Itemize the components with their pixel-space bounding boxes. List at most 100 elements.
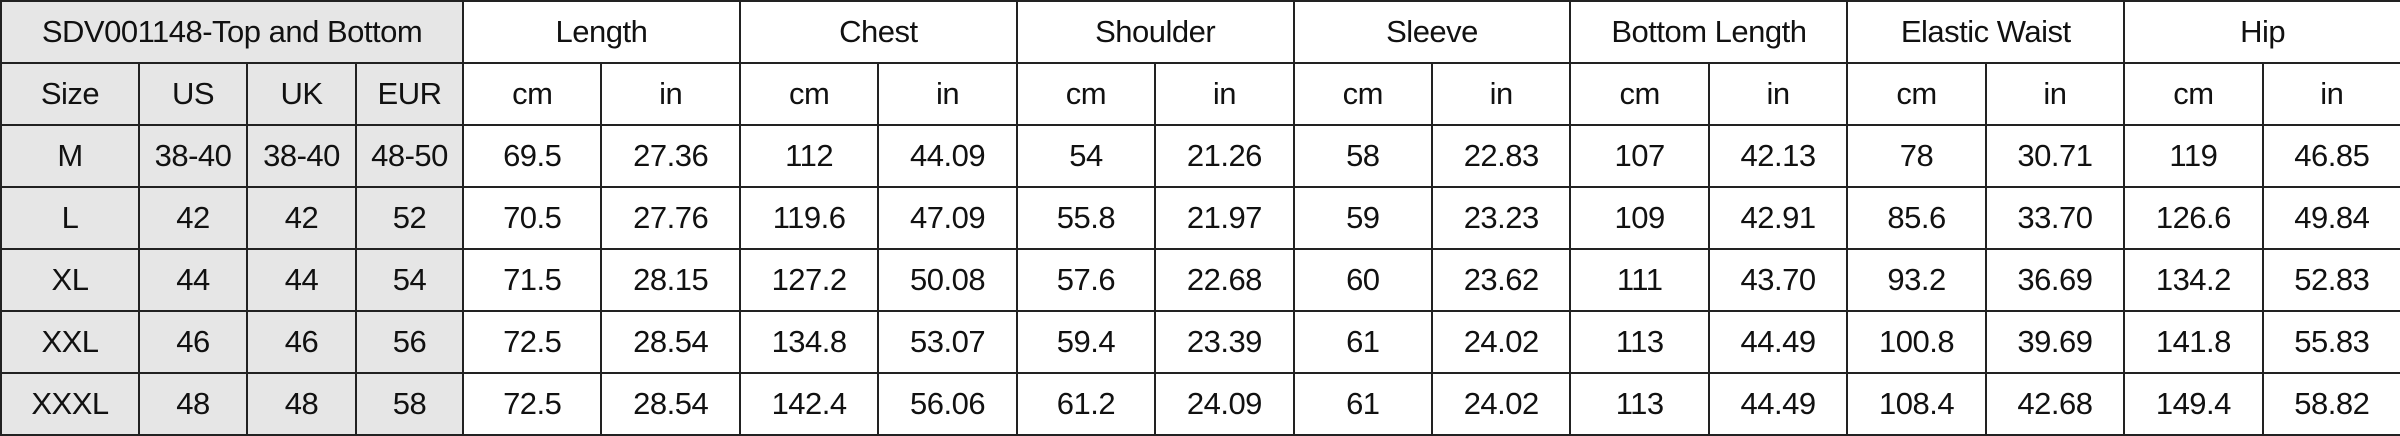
eur-size-cell: 56	[354, 310, 465, 374]
size-header: Size	[0, 62, 140, 126]
measurement-cell: 30.71	[1985, 124, 2126, 188]
measurement-cell: 109	[1570, 186, 1710, 250]
unit-header: cm	[1015, 62, 1157, 126]
table-row: L 42 42 52 70.5 27.76 119.6 47.09 55.8 21.97 59 23.…	[0, 186, 2400, 250]
table-row: M 38-40 38-40 48-50 69.5 27.36 112 44.09 54 21.26…	[0, 124, 2400, 188]
measurement-cell: 61	[1292, 372, 1434, 436]
measurement-cell: 112	[738, 124, 880, 188]
us-size-cell: 46	[138, 310, 248, 374]
measurement-cell: 53.07	[877, 310, 1018, 374]
measurement-cell: 52.83	[2261, 248, 2400, 312]
uk-size-cell: 46	[246, 310, 357, 374]
measurement-cell: 149.4	[2123, 372, 2264, 436]
measurement-cell: 50.08	[877, 248, 1018, 312]
us-size-cell: 38-40	[138, 124, 248, 188]
unit-header: cm	[1846, 62, 1987, 126]
measurement-cell: 72.5	[462, 372, 603, 436]
unit-header: cm	[738, 62, 880, 126]
uk-size-cell: 48	[246, 372, 357, 436]
unit-header: cm	[462, 62, 603, 126]
uk-size-cell: 44	[246, 248, 357, 312]
measurement-cell: 43.70	[1707, 248, 1849, 312]
measurement-cell: 22.83	[1431, 124, 1572, 188]
product-title: SDV001148-Top and Bottom	[0, 0, 465, 64]
unit-header: in	[1431, 62, 1572, 126]
uk-size-cell: 42	[246, 186, 357, 250]
eur-size-cell: 52	[354, 186, 465, 250]
measurement-cell: 127.2	[738, 248, 880, 312]
measurement-cell: 39.69	[1985, 310, 2126, 374]
size-header: EUR	[354, 62, 465, 126]
unit-row: Size US UK EUR cm in cm in cm in cm in cm in cm in cm in	[0, 62, 2400, 126]
measurement-cell: 59.4	[1015, 310, 1157, 374]
measurement-cell: 107	[1570, 124, 1710, 188]
measurement-cell: 69.5	[462, 124, 603, 188]
size-cell: M	[0, 124, 140, 188]
group-header: Bottom Length	[1570, 0, 1849, 64]
group-header: Chest	[738, 0, 1018, 64]
measurement-cell: 46.85	[2261, 124, 2400, 188]
measurement-cell: 70.5	[462, 186, 603, 250]
measurement-cell: 119.6	[738, 186, 880, 250]
uk-size-cell: 38-40	[246, 124, 357, 188]
measurement-cell: 113	[1570, 310, 1710, 374]
us-size-cell: 44	[138, 248, 248, 312]
measurement-cell: 24.09	[1154, 372, 1295, 436]
measurement-cell: 142.4	[738, 372, 880, 436]
measurement-cell: 72.5	[462, 310, 603, 374]
measurement-cell: 42.91	[1707, 186, 1849, 250]
measurement-cell: 28.15	[601, 248, 741, 312]
size-cell: XXXL	[0, 372, 140, 436]
measurement-cell: 56.06	[877, 372, 1018, 436]
measurement-cell: 85.6	[1846, 186, 1987, 250]
measurement-cell: 71.5	[462, 248, 603, 312]
unit-header: in	[601, 62, 741, 126]
size-header: US	[138, 62, 248, 126]
measurement-cell: 134.8	[738, 310, 880, 374]
measurement-cell: 44.09	[877, 124, 1018, 188]
unit-header: in	[1985, 62, 2126, 126]
measurement-cell: 111	[1570, 248, 1710, 312]
measurement-cell: 78	[1846, 124, 1987, 188]
measurement-cell: 49.84	[2261, 186, 2400, 250]
measurement-cell: 141.8	[2123, 310, 2264, 374]
measurement-cell: 57.6	[1015, 248, 1157, 312]
unit-header: in	[1154, 62, 1295, 126]
unit-header: cm	[1570, 62, 1710, 126]
measurement-cell: 33.70	[1985, 186, 2126, 250]
measurement-cell: 108.4	[1846, 372, 1987, 436]
measurement-cell: 61	[1292, 310, 1434, 374]
measurement-cell: 55.8	[1015, 186, 1157, 250]
measurement-cell: 24.02	[1431, 310, 1572, 374]
unit-header: cm	[1292, 62, 1434, 126]
size-header: UK	[246, 62, 357, 126]
measurement-cell: 44.49	[1707, 372, 1849, 436]
measurement-cell: 21.97	[1154, 186, 1295, 250]
table-row: XXL 46 46 56 72.5 28.54 134.8 53.07 59.4 23.39 61 2…	[0, 310, 2400, 374]
measurement-cell: 42.13	[1707, 124, 1849, 188]
table-row: XXXL 48 48 58 72.5 28.54 142.4 56.06 61.2 24.09 61…	[0, 372, 2400, 436]
group-header: Length	[462, 0, 741, 64]
unit-header: cm	[2123, 62, 2264, 126]
measurement-cell: 58.82	[2261, 372, 2400, 436]
measurement-cell: 23.23	[1431, 186, 1572, 250]
measurement-cell: 126.6	[2123, 186, 2264, 250]
measurement-cell: 93.2	[1846, 248, 1987, 312]
eur-size-cell: 48-50	[354, 124, 465, 188]
measurement-cell: 119	[2123, 124, 2264, 188]
group-header: Hip	[2123, 0, 2400, 64]
measurement-cell: 113	[1570, 372, 1710, 436]
us-size-cell: 42	[138, 186, 248, 250]
table-row: XL 44 44 54 71.5 28.15 127.2 50.08 57.6 22.68 60 23…	[0, 248, 2400, 312]
measurement-cell: 54	[1015, 124, 1157, 188]
measurement-cell: 28.54	[601, 310, 741, 374]
measurement-cell: 55.83	[2261, 310, 2400, 374]
measurement-cell: 47.09	[877, 186, 1018, 250]
measurement-cell: 23.62	[1431, 248, 1572, 312]
size-cell: XXL	[0, 310, 140, 374]
measurement-cell: 44.49	[1707, 310, 1849, 374]
header-row: SDV001148-Top and Bottom Length Chest Shoul…	[0, 0, 2400, 64]
unit-header: in	[2261, 62, 2400, 126]
measurement-cell: 59	[1292, 186, 1434, 250]
